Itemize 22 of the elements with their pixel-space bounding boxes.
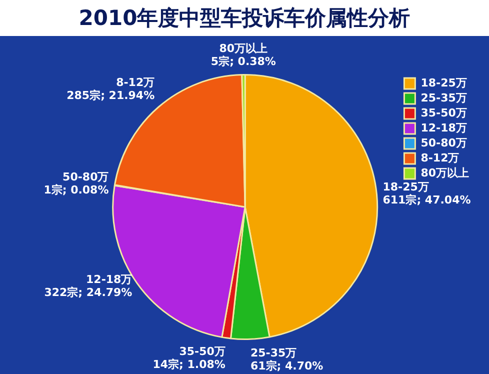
data-label: 14宗; 1.08% (152, 358, 226, 372)
legend-label: 80万以上 (420, 166, 470, 180)
slice-label: 8-12万 (116, 76, 155, 89)
data-label: 1宗; 0.08% (44, 184, 109, 197)
slice-label: 80万以上 (219, 42, 268, 56)
legend-label: 25-35万 (420, 91, 467, 104)
chart-title: 2010年度中型车投诉车价属性分析 (0, 0, 489, 36)
data-label: 61宗; 4.70% (250, 360, 324, 373)
data-label: 322宗; 24.79% (44, 286, 132, 300)
slice-label: 50-80万 (62, 170, 109, 184)
data-label: 611宗; 47.04% (382, 194, 471, 207)
slice-label: 12-18万 (86, 273, 132, 286)
legend-label: 50-80万 (420, 136, 467, 150)
slice-label: 35-50万 (179, 345, 226, 358)
legend-label: 35-50万 (420, 106, 467, 120)
legend-label: 8-12万 (420, 151, 460, 164)
legend-label: 12-18万 (420, 121, 467, 134)
data-label: 5宗; 0.38% (210, 55, 276, 68)
slice-label: 18-25万 (382, 180, 429, 194)
data-label: 285宗; 21.94% (66, 88, 155, 102)
slice-label: 25-35万 (250, 346, 297, 360)
legend-label: 18-25万 (420, 76, 467, 90)
